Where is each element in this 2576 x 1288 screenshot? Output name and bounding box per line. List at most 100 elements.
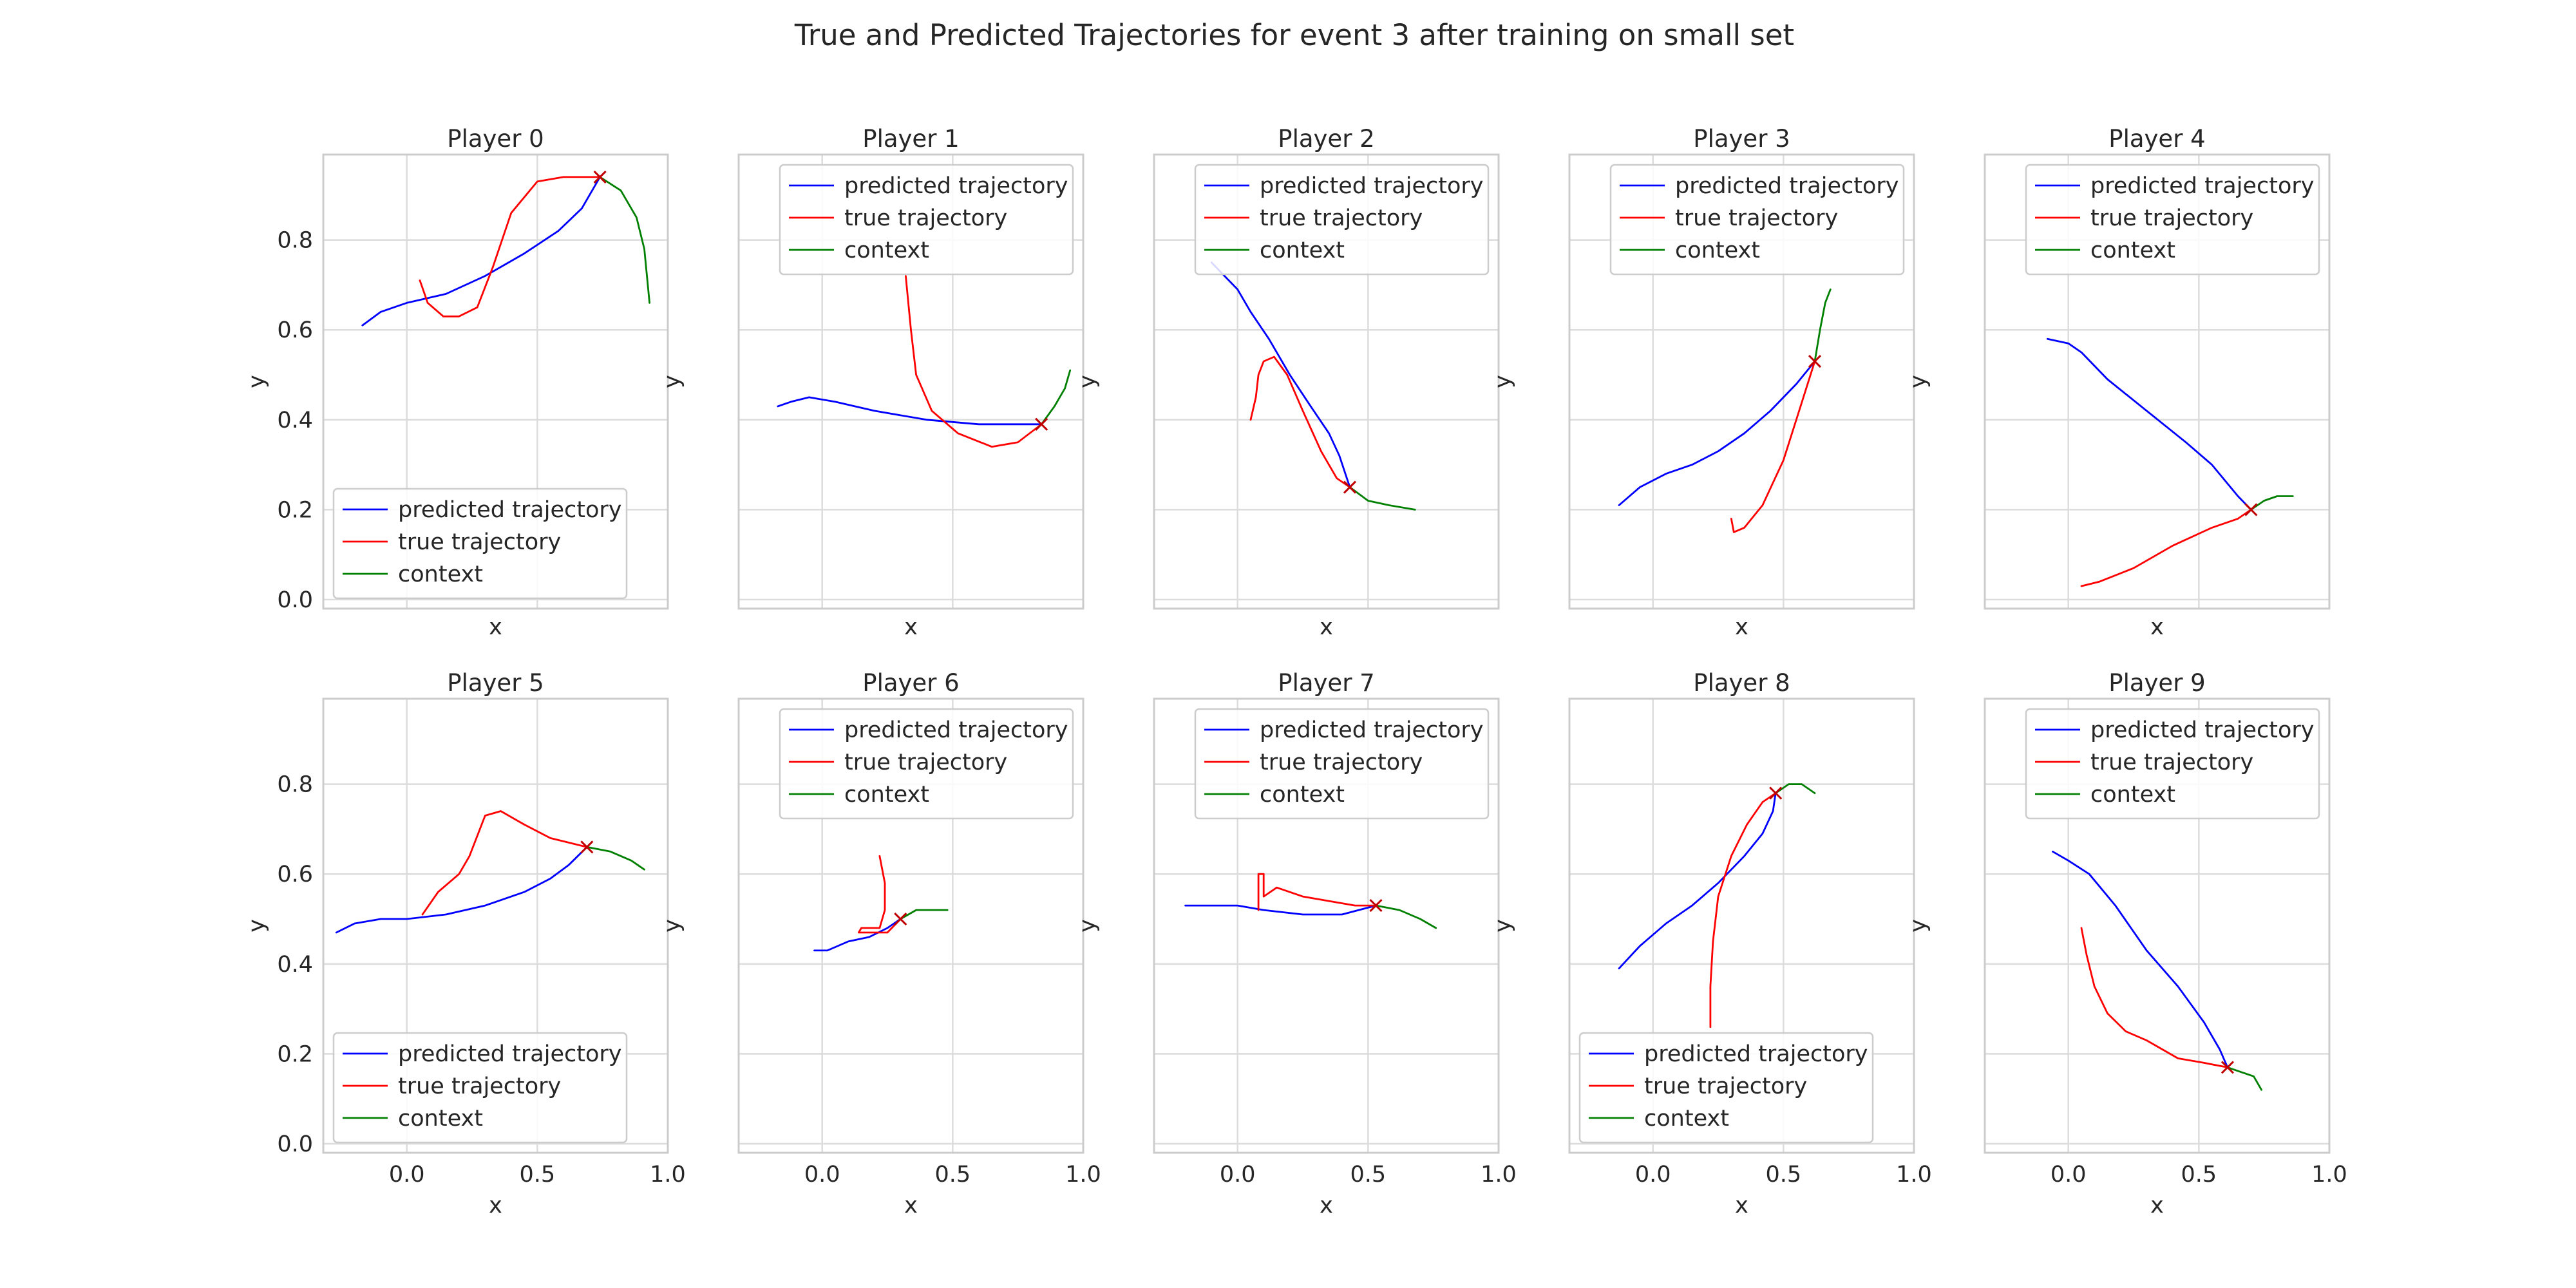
legend-label: predicted trajectory xyxy=(1644,1041,1868,1067)
figure-title: True and Predicted Trajectories for even… xyxy=(794,18,1794,52)
subplot-title: Player 4 xyxy=(2108,125,2205,153)
series-line-predicted xyxy=(1618,360,1816,506)
series-line-true xyxy=(421,810,588,916)
series-line-true xyxy=(419,176,601,317)
series-line-context xyxy=(1040,369,1072,426)
series-line-predicted xyxy=(2046,337,2252,511)
legend-label: true trajectory xyxy=(844,205,1007,231)
x-tick-label: 1.0 xyxy=(1896,1162,1932,1188)
series-line-context xyxy=(2249,495,2294,511)
legend-label: true trajectory xyxy=(398,1074,561,1099)
legend-box xyxy=(332,488,628,600)
x-tick-label: 0.0 xyxy=(2050,1162,2087,1188)
series-line-true xyxy=(2080,927,2229,1068)
x-tick-label: 0.5 xyxy=(935,1162,971,1188)
legend-box xyxy=(2025,164,2320,276)
end-marker xyxy=(1808,355,1822,368)
legend-label: true trajectory xyxy=(1260,750,1423,775)
legend-box xyxy=(2025,708,2320,820)
legend-label: predicted trajectory xyxy=(1675,173,1899,199)
end-marker-stroke xyxy=(1769,786,1783,800)
legend: predicted trajectory true trajectory conte… xyxy=(779,164,1074,276)
series-line-context xyxy=(599,176,650,304)
x-tick-label: 1.0 xyxy=(650,1162,686,1188)
series-line-context xyxy=(1375,904,1437,929)
x-axis-label: x xyxy=(2150,1193,2164,1218)
legend: predicted trajectory true trajectory conte… xyxy=(2025,708,2320,820)
legend-label: predicted trajectory xyxy=(398,497,621,523)
legend: predicted trajectory true trajectory conte… xyxy=(1609,164,1905,276)
x-axis-label: x xyxy=(904,1193,918,1218)
series-line-true xyxy=(2080,509,2252,587)
axes-frame xyxy=(322,697,669,1154)
end-marker-stroke xyxy=(593,170,607,184)
axes-frame xyxy=(1153,697,1500,1154)
legend-label: context xyxy=(398,562,483,587)
x-tick-label: 0.5 xyxy=(520,1162,556,1188)
axes-frame xyxy=(1568,697,1915,1154)
y-axis-label: y xyxy=(244,375,270,388)
x-tick-label: 1.0 xyxy=(2311,1162,2347,1188)
subplot-panel: Player 2 y x predicted trajectory true traje… xyxy=(1075,125,1500,640)
legend-label: true trajectory xyxy=(1675,205,1838,231)
subplot-title: Player 9 xyxy=(2108,669,2205,697)
subplot-panel: Player 0 0.0 0.2 0.4 0.6 0.8 y x predicted traje… xyxy=(244,125,669,640)
series-line-true xyxy=(858,855,902,934)
y-tick-label: 0.8 xyxy=(277,772,313,798)
x-axis-label: x xyxy=(1320,1193,1333,1218)
end-marker-stroke xyxy=(1369,899,1383,913)
x-tick-label: 1.0 xyxy=(1481,1162,1517,1188)
series-line-context xyxy=(586,846,645,871)
subplot-panel: Player 1 y x predicted trajectory true traje… xyxy=(659,125,1084,640)
x-axis-label: x xyxy=(2150,614,2164,640)
legend: predicted trajectory true trajectory conte… xyxy=(1194,708,1490,820)
series-line-predicted xyxy=(777,396,1043,426)
end-marker-stroke xyxy=(2221,1061,2234,1074)
subplot-panel: Player 6 y 0.0 0.5 1.0 x predicted trajectory t… xyxy=(659,669,1101,1218)
series-line-predicted xyxy=(335,846,588,934)
y-tick-label: 0.4 xyxy=(277,408,313,433)
y-axis-label: y xyxy=(244,919,270,933)
legend: predicted trajectory true trajectory conte… xyxy=(332,488,628,600)
legend-box xyxy=(1194,164,1490,276)
x-axis-label: x xyxy=(1735,614,1748,640)
subplot-panel: Player 9 y 0.0 0.5 1.0 x predicted trajectory t… xyxy=(1906,669,2347,1218)
legend-label: predicted trajectory xyxy=(1260,717,1483,743)
y-axis-label: y xyxy=(1490,375,1516,388)
end-marker xyxy=(1343,480,1357,494)
subplot-title: Player 2 xyxy=(1278,125,1374,153)
x-tick-label: 0.5 xyxy=(1350,1162,1387,1188)
y-axis-label: y xyxy=(1075,919,1101,933)
y-tick-label: 0.2 xyxy=(277,497,313,523)
axes-frame xyxy=(1984,697,2331,1154)
y-axis-label: y xyxy=(1906,919,1931,933)
legend-label: context xyxy=(1644,1106,1729,1132)
y-tick-label: 0.0 xyxy=(277,1132,313,1157)
legend: predicted trajectory true trajectory conte… xyxy=(779,708,1074,820)
y-tick-label: 0.6 xyxy=(277,862,313,887)
y-axis-label: y xyxy=(659,919,685,933)
x-tick-label: 0.0 xyxy=(804,1162,840,1188)
end-marker-stroke xyxy=(1808,355,1822,368)
x-tick-label: 0.5 xyxy=(2181,1162,2217,1188)
legend-box xyxy=(1609,164,1905,276)
legend-label: context xyxy=(1675,238,1760,263)
legend-box xyxy=(779,164,1074,276)
series-line-predicted xyxy=(813,918,902,952)
subplot-title: Player 6 xyxy=(862,669,959,697)
legend: predicted trajectory true trajectory conte… xyxy=(2025,164,2320,276)
series-line-predicted xyxy=(1210,261,1351,488)
legend-box xyxy=(1194,708,1490,820)
end-marker xyxy=(2244,503,2258,516)
end-marker xyxy=(1769,786,1783,800)
subplot-panel: Player 4 y x predicted trajectory true traje… xyxy=(1906,125,2331,640)
series-line-true xyxy=(1709,792,1777,1028)
legend-label: predicted trajectory xyxy=(2090,717,2314,743)
subplot-title: Player 3 xyxy=(1693,125,1790,153)
legend-box xyxy=(332,1032,628,1144)
subplot-panel: Player 8 y 0.0 0.5 1.0 x predicted trajectory t… xyxy=(1490,669,1932,1218)
y-tick-label: 0.6 xyxy=(277,317,313,343)
legend-label: predicted trajectory xyxy=(844,717,1068,743)
y-axis-label: y xyxy=(1490,919,1516,933)
axes-frame xyxy=(322,153,669,610)
